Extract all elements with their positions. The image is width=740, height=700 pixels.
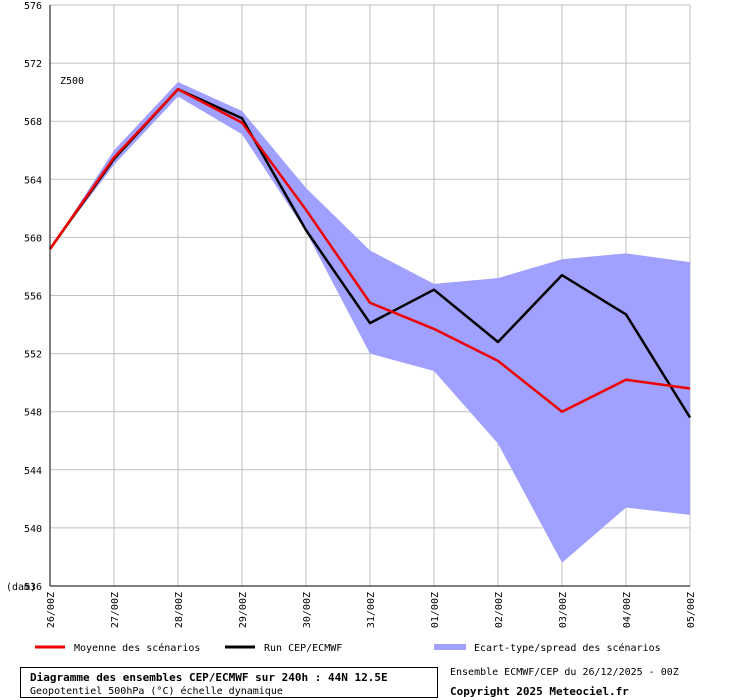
x-tick-label: 30/00Z [302,592,313,628]
x-tick-label: 28/00Z [174,592,185,628]
y-tick-label: 548 [24,408,42,419]
x-tick-label: 27/00Z [110,592,121,628]
y-tick-label: 572 [24,59,42,70]
unit-label: (dam) [6,582,36,593]
x-tick-label: 03/00Z [558,592,569,628]
copyright: Copyright 2025 Meteociel.fr [450,685,629,698]
legend-label-spread: Ecart-type/spread des scénarios [474,642,661,654]
chart-label: Z500 [60,76,84,87]
y-tick-label: 560 [24,233,42,244]
y-tick-label: 556 [24,292,42,303]
ensemble-chart: 536 540 544 548 552 556 560 564 568 572 576 26/00Z… [6,1,697,654]
y-tick-label: 544 [24,466,42,477]
x-tick-label: 29/00Z [238,592,249,628]
run-info: Ensemble ECMWF/CEP du 26/12/2025 - 00Z [450,667,679,678]
footer-subtitle: Geopotentiel 500hPa (°C) échelle dynamiq… [30,686,283,697]
y-tick-label: 540 [24,524,42,535]
y-tick-label: 536 [24,582,42,593]
x-tick-label: 04/00Z [622,592,633,628]
x-tick-label: 01/00Z [430,592,441,628]
legend: Moyenne des scénarios Run CEP/ECMWF Ecar… [35,642,661,654]
x-tick-label: 31/00Z [366,592,377,628]
legend-label-mean: Moyenne des scénarios [74,642,200,654]
y-tick-label: 576 [24,1,42,12]
series-layer [48,87,692,419]
x-tick-label: 26/00Z [46,592,57,628]
x-tick-label: 02/00Z [494,592,505,628]
x-tick-labels: 26/00Z 27/00Z 28/00Z 29/00Z 30/00Z 31/00Z 01/0… [46,592,697,628]
x-tick-label: 05/00Z [686,592,697,628]
legend-label-run: Run CEP/ECMWF [264,643,342,654]
y-tick-labels: 536 540 544 548 552 556 560 564 568 572 576 [24,1,42,593]
series-line-mean [48,87,691,413]
axes [49,5,690,587]
y-tick-label: 568 [24,117,42,128]
y-tick-label: 552 [24,350,42,361]
footer-title: Diagramme des ensembles CEP/ECMWF sur 24… [30,671,388,684]
footer-box: Diagramme des ensembles CEP/ECMWF sur 24… [20,667,438,698]
y-tick-label: 564 [24,175,42,186]
